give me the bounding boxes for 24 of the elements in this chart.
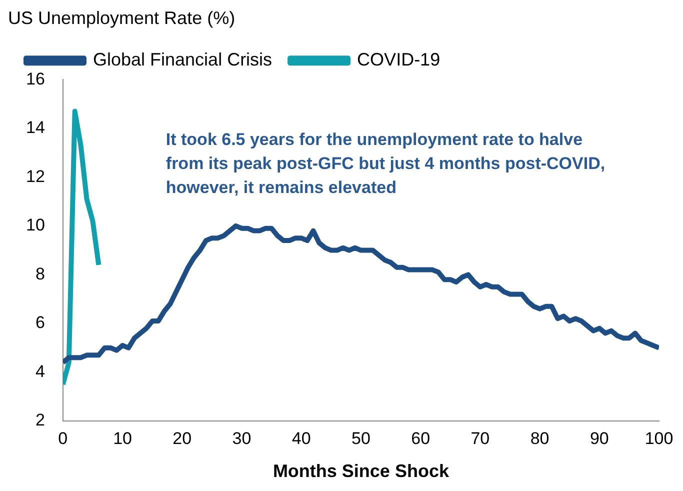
x-tick-label: 30 (232, 428, 252, 448)
x-tick-label: 0 (58, 428, 68, 448)
x-axis-title: Months Since Shock (272, 461, 450, 482)
y-tick-label: 2 (35, 410, 45, 430)
x-tick-label: 60 (411, 428, 430, 448)
x-tick-label: 40 (292, 428, 311, 448)
x-tick-label: 70 (470, 428, 490, 448)
y-tick-label: 10 (26, 216, 45, 235)
y-tick-label: 6 (35, 313, 45, 332)
chart-title: US Unemployment Rate (%) (8, 8, 236, 28)
y-tick-label: 14 (26, 118, 45, 138)
y-tick-label: 16 (26, 69, 45, 88)
y-tick-label: 12 (26, 166, 45, 186)
x-tick-label: 90 (590, 428, 609, 448)
legend-label: Global Financial Crisis (93, 50, 272, 70)
x-tick-label: 100 (644, 428, 674, 448)
annotation: It took 6.5 years for the unemployment rate to halve from its peak post-GFC but just 4 months post-COVID, however, it remains elevated (166, 130, 606, 197)
x-tick-label: 20 (172, 428, 192, 448)
legend-label: COVID-19 (357, 50, 440, 70)
x-tick-label: 50 (351, 428, 370, 448)
y-tick-label: 4 (35, 362, 45, 381)
y-tick-label: 8 (35, 264, 45, 284)
x-tick-label: 80 (530, 428, 550, 448)
x-tick-label: 10 (113, 428, 132, 448)
